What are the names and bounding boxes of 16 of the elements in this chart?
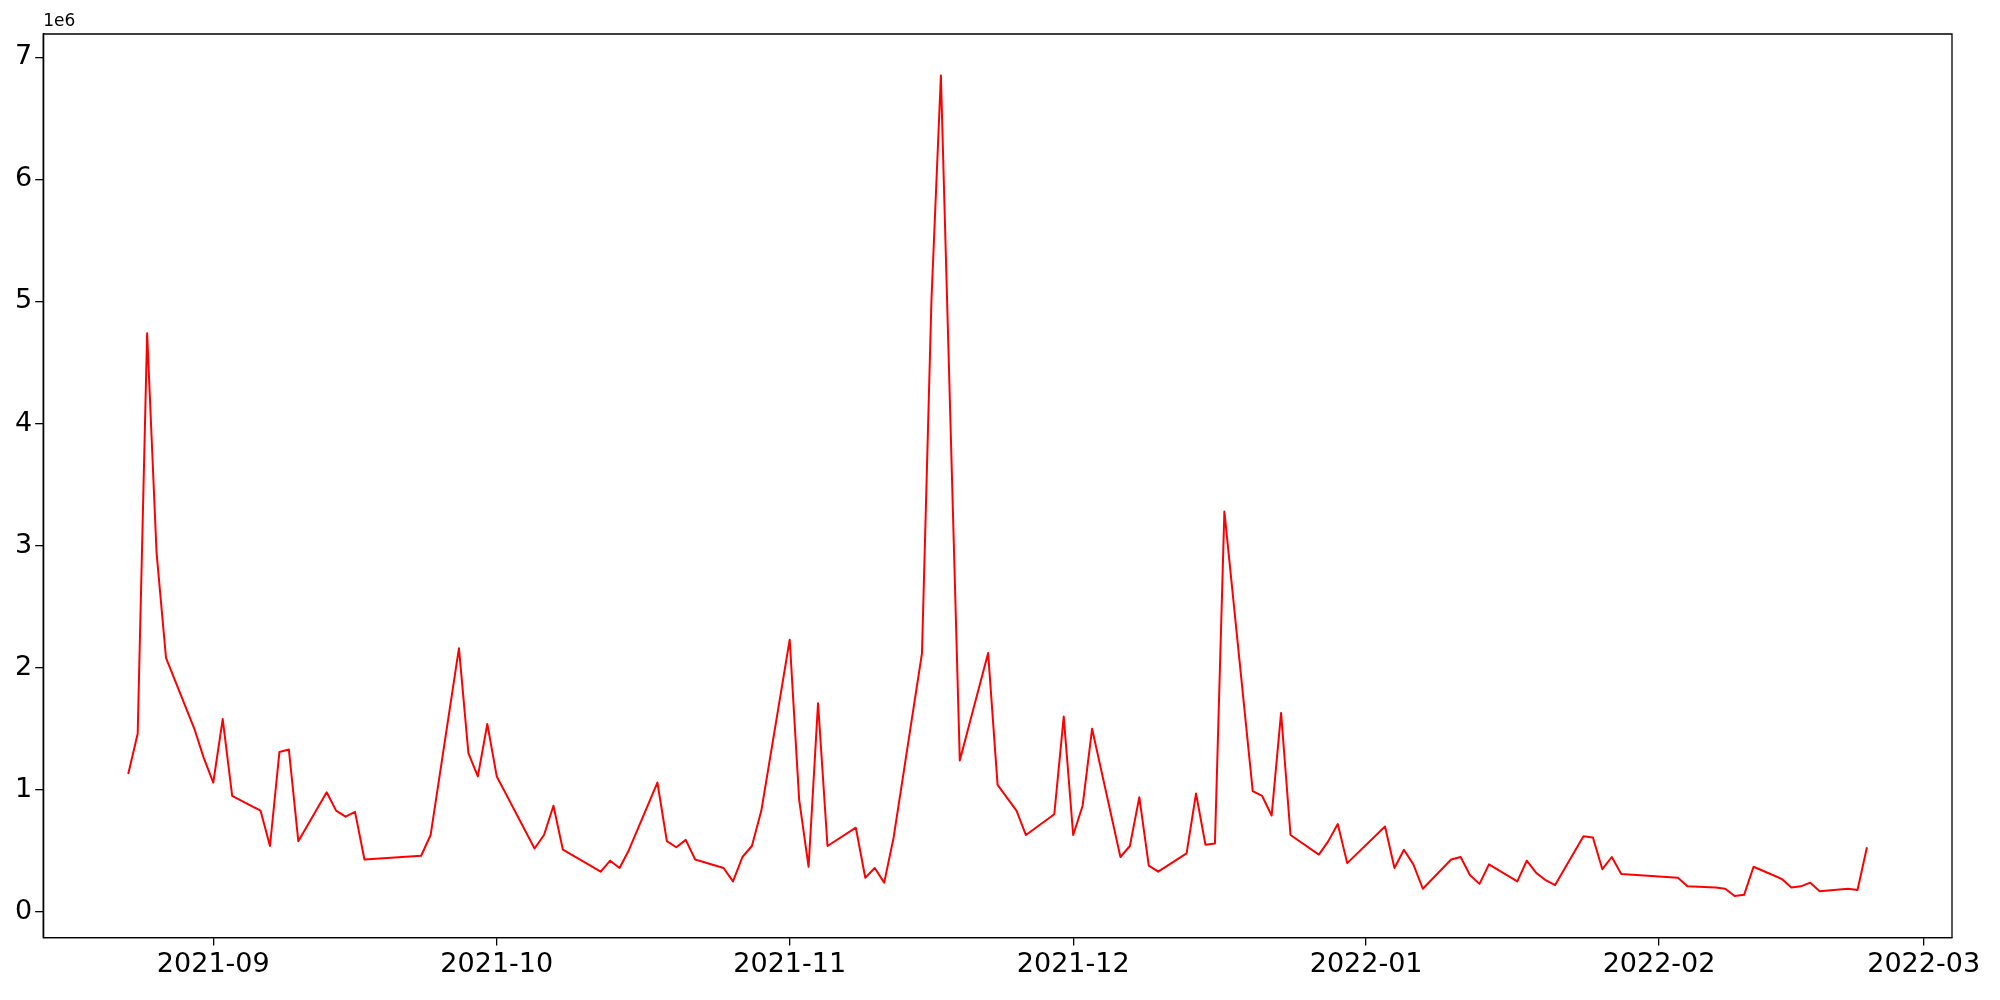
y-tick-label: 5 bbox=[14, 283, 33, 315]
text: 1e6 bbox=[43, 9, 76, 30]
y-tick-label: 6 bbox=[14, 161, 33, 193]
x-tick-label: 2021-11 bbox=[733, 946, 847, 978]
y-tick-label: 3 bbox=[14, 527, 33, 559]
x-tick-label: 2021-09 bbox=[156, 946, 270, 978]
x-tick-label: 2022-02 bbox=[1602, 946, 1716, 978]
x-tick-label: 2022-03 bbox=[1867, 946, 1981, 978]
x-tick-label: 2021-12 bbox=[1016, 946, 1130, 978]
y-tick-label: 2 bbox=[14, 649, 33, 681]
x-tick-label: 2021-10 bbox=[440, 946, 554, 978]
y-tick-label: 7 bbox=[14, 39, 33, 71]
y-tick-label: 4 bbox=[14, 405, 33, 437]
x-tick-label: 2022-01 bbox=[1309, 946, 1423, 978]
y-tick-label: 0 bbox=[14, 893, 33, 925]
y-tick-label: 1 bbox=[14, 771, 33, 803]
